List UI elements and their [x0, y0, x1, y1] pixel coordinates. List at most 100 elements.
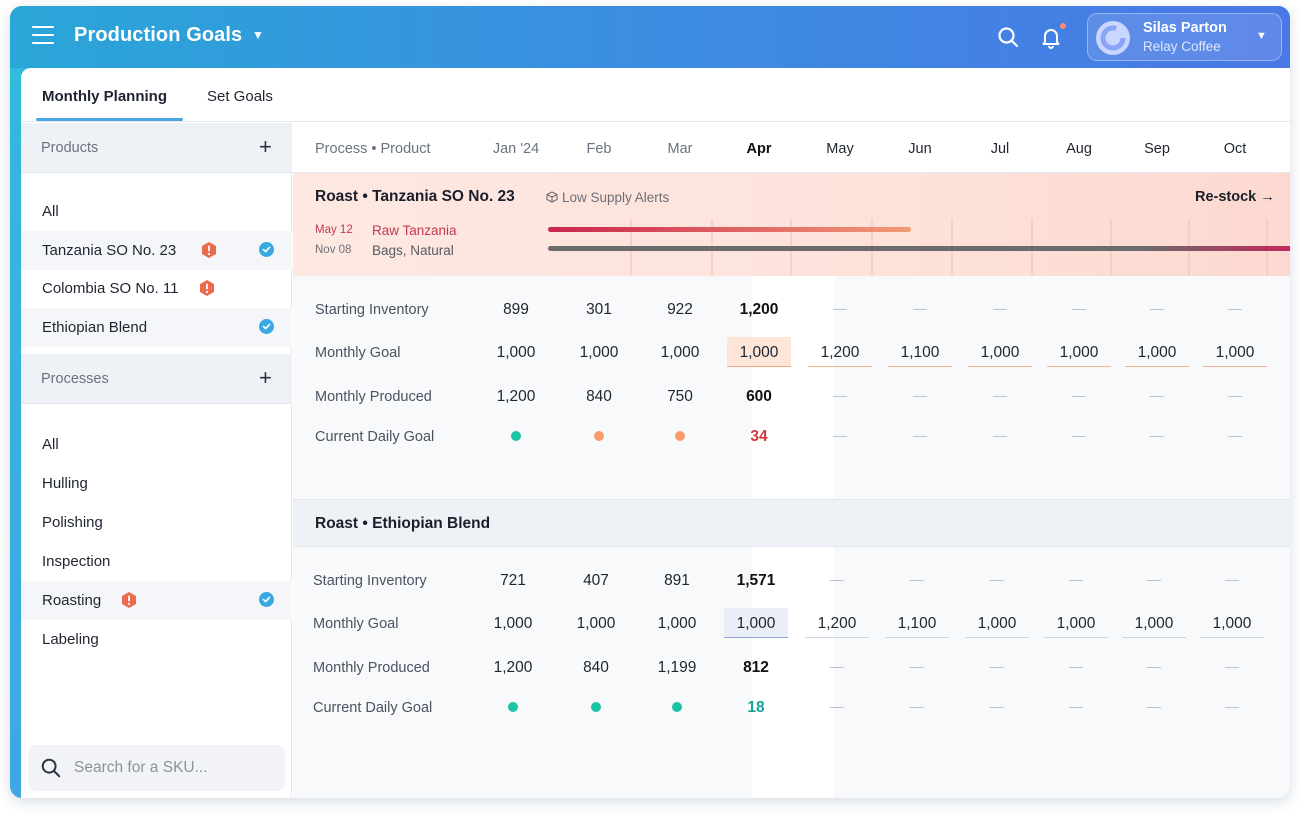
row-label: Current Daily Goal: [313, 700, 433, 716]
processes-item[interactable]: Roasting: [21, 581, 292, 620]
month-header[interactable]: Jun: [908, 141, 932, 157]
goal-input[interactable]: [724, 608, 788, 638]
planning-grid: Process • Product Jan '24 Feb Mar Apr May Jun…: [293, 123, 1290, 798]
month-header[interactable]: Mar: [667, 141, 693, 157]
bags-natural-bar: [548, 246, 1290, 251]
products-item-label: Ethiopian Blend: [42, 319, 148, 337]
user-menu[interactable]: Silas Parton Relay Coffee ▼: [1087, 13, 1282, 61]
products-item[interactable]: Tanzania SO No. 23: [21, 230, 292, 270]
value-cell[interactable]: 1,100: [900, 344, 940, 361]
month-header[interactable]: Sep: [1144, 141, 1170, 157]
goal-input[interactable]: [968, 337, 1032, 367]
value-cell: 812: [743, 659, 769, 676]
products-item[interactable]: Ethiopian Blend: [21, 308, 292, 348]
empty-cell: —: [1069, 658, 1083, 674]
value-cell[interactable]: 1,000: [1215, 344, 1255, 361]
row-label: Starting Inventory: [315, 302, 429, 318]
value-cell[interactable]: 1,000: [1059, 344, 1099, 361]
empty-cell: —: [1069, 571, 1083, 587]
empty-cell: —: [830, 698, 844, 714]
month-header[interactable]: Aug: [1066, 141, 1092, 157]
value-cell[interactable]: 1,200: [820, 344, 860, 361]
goal-input[interactable]: [1044, 608, 1108, 638]
value-cell[interactable]: 1,000: [1134, 615, 1174, 632]
menu-icon[interactable]: [32, 26, 54, 46]
processes-item[interactable]: Hulling: [21, 464, 292, 503]
goal-input[interactable]: [727, 337, 791, 367]
chevron-down-icon[interactable]: ▼: [252, 28, 264, 42]
products-item[interactable]: Colombia SO No. 11: [21, 269, 292, 308]
bell-icon[interactable]: [1039, 25, 1063, 49]
month-header[interactable]: Jul: [990, 141, 1010, 157]
processes-item[interactable]: Inspection: [21, 542, 292, 581]
goal-input[interactable]: [1200, 608, 1264, 638]
chevron-down-icon[interactable]: ▼: [1256, 30, 1267, 42]
products-item[interactable]: All: [21, 192, 292, 231]
month-header[interactable]: Apr: [746, 141, 772, 157]
page-title[interactable]: Production Goals: [74, 24, 243, 46]
processes-item[interactable]: Labeling: [21, 620, 292, 659]
main-card: Monthly Planning Set Goals Products + Pr…: [21, 68, 1290, 798]
goal-input[interactable]: [885, 608, 949, 638]
value-cell[interactable]: 1,000: [1137, 344, 1177, 361]
tab-set-goals[interactable]: Set Goals: [207, 88, 273, 105]
month-header[interactable]: May: [826, 141, 854, 157]
month-header[interactable]: Oct: [1223, 141, 1247, 157]
month-header[interactable]: Jan '24: [492, 141, 540, 157]
empty-cell: —: [1225, 658, 1239, 674]
value-cell[interactable]: 1,000: [496, 344, 536, 361]
search-input[interactable]: Search for a SKU...: [74, 759, 208, 776]
section-title: Roast • Ethiopian Blend: [315, 515, 491, 532]
empty-cell: —: [1147, 698, 1161, 714]
processes-item-label: Inspection: [42, 553, 111, 570]
empty-cell: —: [1225, 571, 1239, 587]
processes-item[interactable]: All: [21, 425, 292, 464]
tab-monthly-planning[interactable]: Monthly Planning: [42, 88, 167, 105]
goal-input[interactable]: [805, 608, 869, 638]
empty-cell: —: [990, 571, 1004, 587]
goal-input[interactable]: [808, 337, 872, 367]
check-icon[interactable]: [259, 241, 274, 257]
empty-cell: —: [1069, 698, 1083, 714]
value-cell[interactable]: 1,000: [657, 615, 697, 632]
avatar: [1096, 21, 1130, 55]
alert-date: Nov 08: [315, 244, 352, 256]
empty-cell: —: [1072, 300, 1086, 316]
month-header[interactable]: Feb: [586, 141, 612, 157]
sku-search[interactable]: Search for a SKU...: [28, 745, 285, 791]
value-cell[interactable]: 1,000: [980, 344, 1020, 361]
value-cell[interactable]: 1,000: [736, 615, 776, 632]
value-cell[interactable]: 1,000: [739, 344, 779, 361]
row-label: Starting Inventory: [313, 573, 427, 589]
products-label: Products: [41, 140, 99, 156]
goal-input[interactable]: [1203, 337, 1267, 367]
add-product-button[interactable]: +: [259, 134, 272, 159]
value-cell[interactable]: 1,000: [576, 615, 616, 632]
section-header[interactable]: Roast • Ethiopian Blend: [293, 499, 1290, 547]
empty-cell: —: [830, 658, 844, 674]
value-cell[interactable]: 1,000: [1212, 615, 1252, 632]
value-cell[interactable]: 1,200: [817, 615, 857, 632]
row-label: Current Daily Goal: [315, 429, 435, 445]
processes-item[interactable]: Polishing: [21, 503, 292, 542]
check-icon[interactable]: [259, 592, 274, 607]
value-cell[interactable]: 1,100: [897, 615, 937, 632]
value-cell[interactable]: 1,000: [579, 344, 619, 361]
value-cell[interactable]: 1,000: [493, 615, 533, 632]
low-supply-badge-label: Low Supply Alerts: [562, 190, 670, 205]
value-cell[interactable]: 1,000: [1056, 615, 1096, 632]
search-icon[interactable]: [996, 25, 1020, 49]
goal-input[interactable]: [888, 337, 952, 367]
goal-input[interactable]: [1125, 337, 1189, 367]
value-cell[interactable]: 1,000: [977, 615, 1017, 632]
add-process-button[interactable]: +: [259, 365, 272, 390]
empty-cell: —: [913, 387, 927, 403]
goal-input[interactable]: [1047, 337, 1111, 367]
value-cell: 899: [503, 301, 529, 318]
value-cell[interactable]: 1,000: [660, 344, 700, 361]
goal-input[interactable]: [1122, 608, 1186, 638]
restock-button[interactable]: Re-stock →: [1195, 189, 1275, 205]
check-icon[interactable]: [259, 319, 274, 335]
low-supply-badge: Low Supply Alerts: [546, 190, 669, 205]
goal-input[interactable]: [965, 608, 1029, 638]
